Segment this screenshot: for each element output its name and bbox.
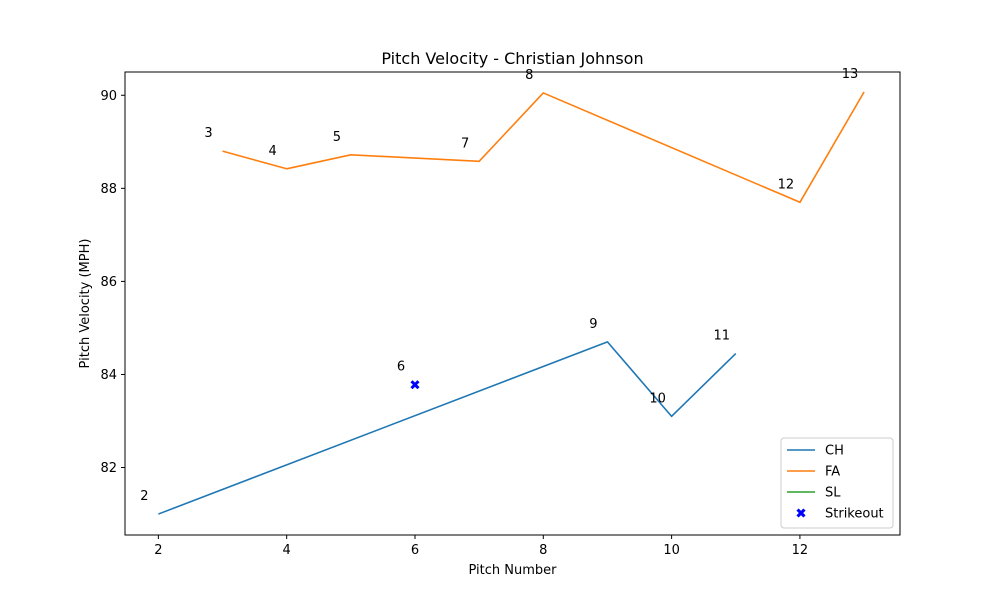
chart-title: Pitch Velocity - Christian Johnson	[381, 49, 643, 68]
legend: CH FA SL Strikeout	[780, 437, 894, 529]
y-tick-label: 88	[100, 182, 117, 197]
x-axis-label: Pitch Number	[468, 563, 557, 578]
x-tick-label: 8	[539, 543, 547, 558]
x-tick-label: 12	[792, 543, 809, 558]
data-label-pitch-10: 10	[649, 391, 666, 406]
strikeout-marker	[410, 380, 420, 390]
x-tick-label: 4	[283, 543, 291, 558]
legend-box	[780, 437, 894, 529]
legend-label-fa: FA	[825, 465, 840, 480]
legend-swatch-strikeout	[796, 508, 806, 518]
x-tick-label: 10	[663, 543, 680, 558]
data-label-pitch-3: 3	[204, 126, 212, 141]
data-label-pitch-8: 8	[525, 68, 533, 83]
x-tick-label: 6	[411, 543, 419, 558]
axes-frame	[124, 71, 901, 536]
data-label-pitch-12: 12	[778, 177, 795, 192]
legend-label-sl: SL	[825, 486, 841, 501]
data-label-pitch-5: 5	[333, 130, 341, 145]
y-axis: 82 84 86 88 90	[100, 89, 125, 476]
chart-marks: 2 3 4 5 6 7 8 9 10 11 12 13	[140, 67, 865, 515]
y-tick-label: 82	[100, 461, 117, 476]
series-line-ch	[158, 341, 737, 515]
y-axis-label: Pitch Velocity (MPH)	[78, 239, 93, 369]
series-line-fa	[222, 91, 865, 204]
data-label-pitch-4: 4	[269, 144, 277, 159]
data-label-pitch-9: 9	[589, 317, 597, 332]
y-tick-label: 90	[100, 89, 117, 104]
data-label-pitch-2: 2	[140, 489, 148, 504]
x-tick-label: 2	[154, 543, 162, 558]
data-label-pitch-7: 7	[461, 136, 469, 151]
data-label-pitch-6: 6	[397, 360, 405, 375]
data-label-pitch-11: 11	[713, 329, 730, 344]
y-tick-label: 86	[100, 275, 117, 290]
y-tick-label: 84	[100, 368, 117, 383]
legend-label-ch: CH	[825, 444, 844, 459]
x-axis: 2 4 6 8 10 12	[154, 535, 808, 558]
data-label-pitch-13: 13	[842, 67, 859, 82]
legend-label-strikeout: Strikeout	[825, 507, 884, 522]
